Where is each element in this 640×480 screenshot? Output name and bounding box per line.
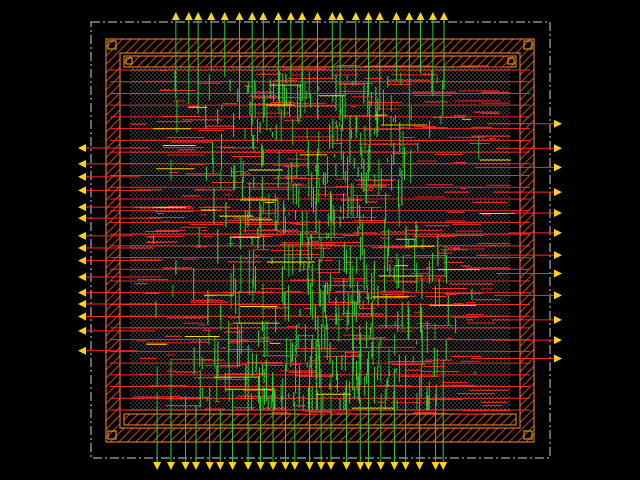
io-pin-marker[interactable]: [376, 462, 385, 470]
io-pin-marker[interactable]: [554, 315, 562, 324]
io-pin-marker[interactable]: [405, 12, 414, 20]
io-pin-marker[interactable]: [78, 244, 86, 253]
io-pin-marker[interactable]: [78, 326, 86, 335]
io-pin-marker[interactable]: [235, 12, 244, 20]
io-pin-marker[interactable]: [313, 12, 322, 20]
io-pin-marker[interactable]: [401, 462, 410, 470]
placement-rows: [110, 69, 530, 411]
io-pin-marker[interactable]: [392, 12, 401, 20]
io-pin-marker[interactable]: [554, 291, 562, 300]
io-pin-marker[interactable]: [416, 12, 425, 20]
io-pin-marker[interactable]: [364, 12, 373, 20]
io-pin-marker[interactable]: [248, 12, 257, 20]
io-pin-marker[interactable]: [554, 336, 562, 345]
io-pin-marker[interactable]: [554, 269, 562, 278]
io-pin-marker[interactable]: [356, 462, 365, 470]
io-pin-marker[interactable]: [428, 12, 437, 20]
io-pin-marker[interactable]: [228, 462, 237, 470]
io-pin-marker[interactable]: [554, 188, 562, 197]
io-pin-marker[interactable]: [269, 462, 278, 470]
io-pin-marker[interactable]: [192, 462, 201, 470]
io-pin-marker[interactable]: [194, 12, 203, 20]
io-pin-marker[interactable]: [281, 462, 290, 470]
io-pin-marker[interactable]: [364, 462, 373, 470]
io-pin-marker[interactable]: [554, 354, 562, 363]
io-pin-marker[interactable]: [431, 462, 440, 470]
io-pin-marker[interactable]: [220, 12, 229, 20]
io-pin-marker[interactable]: [351, 12, 360, 20]
die-boundary: [90, 21, 551, 459]
io-pin-marker[interactable]: [78, 273, 86, 282]
io-pin-marker[interactable]: [554, 208, 562, 217]
io-pin-marker[interactable]: [554, 228, 562, 237]
io-pin-marker[interactable]: [317, 462, 326, 470]
io-pin-marker[interactable]: [184, 12, 193, 20]
io-pin-marker[interactable]: [439, 462, 448, 470]
io-pin-marker[interactable]: [259, 12, 268, 20]
io-pin-marker[interactable]: [166, 462, 175, 470]
io-pin-marker[interactable]: [326, 462, 335, 470]
io-pin-marker[interactable]: [342, 462, 351, 470]
io-pin-marker[interactable]: [78, 256, 86, 265]
io-pins[interactable]: [78, 12, 562, 470]
io-pin-marker[interactable]: [305, 462, 314, 470]
io-pin-marker[interactable]: [290, 462, 299, 470]
io-pin-marker[interactable]: [78, 300, 86, 309]
routing-layers: [130, 65, 515, 416]
io-pin-marker[interactable]: [78, 186, 86, 195]
io-pin-marker[interactable]: [78, 203, 86, 212]
io-pin-marker[interactable]: [205, 462, 214, 470]
io-pin-marker[interactable]: [336, 12, 345, 20]
io-pin-marker[interactable]: [78, 288, 86, 297]
io-pin-marker[interactable]: [298, 12, 307, 20]
io-pin-marker[interactable]: [390, 462, 399, 470]
io-pin-marker[interactable]: [78, 172, 86, 181]
io-pin-marker[interactable]: [554, 251, 562, 260]
io-pin-marker[interactable]: [274, 12, 283, 20]
io-pin-marker[interactable]: [440, 12, 449, 20]
io-pin-marker[interactable]: [554, 163, 562, 172]
io-pin-marker[interactable]: [244, 462, 253, 470]
io-pin-marker[interactable]: [554, 144, 562, 153]
io-pin-marker[interactable]: [78, 346, 86, 355]
io-pin-marker[interactable]: [78, 159, 86, 168]
io-pin-marker[interactable]: [328, 12, 337, 20]
io-pin-marker[interactable]: [216, 462, 225, 470]
io-pin-marker[interactable]: [554, 119, 562, 128]
io-pin-marker[interactable]: [256, 462, 265, 470]
io-pin-marker[interactable]: [375, 12, 384, 20]
io-pin-marker[interactable]: [78, 144, 86, 153]
io-pin-marker[interactable]: [78, 231, 86, 240]
io-pin-marker[interactable]: [207, 12, 216, 20]
io-pin-marker[interactable]: [286, 12, 295, 20]
io-pin-marker[interactable]: [78, 312, 86, 321]
io-pin-marker[interactable]: [171, 12, 180, 20]
corner-markers: [107, 40, 533, 440]
io-pin-marker[interactable]: [153, 462, 162, 470]
io-pin-marker[interactable]: [415, 462, 424, 470]
io-pin-marker[interactable]: [78, 214, 86, 223]
io-pin-marker[interactable]: [181, 462, 190, 470]
